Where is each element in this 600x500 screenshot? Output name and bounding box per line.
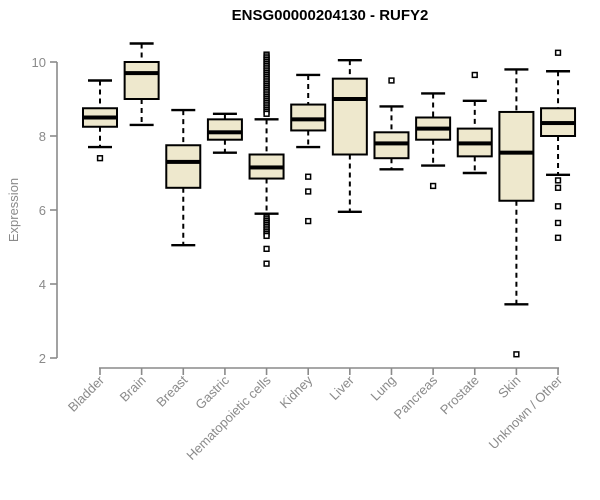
median-line [541, 121, 576, 126]
outlier-point [554, 219, 562, 227]
box-hematopoietic-cells [248, 51, 285, 267]
outlier-point [305, 173, 312, 180]
median-line [124, 71, 159, 76]
x-tick-label-unknown-other: Unknown / Other [486, 372, 566, 452]
median-line [249, 165, 284, 170]
box-liver [331, 58, 368, 214]
y-tick-label: 4 [39, 277, 46, 292]
outlier-point [96, 155, 104, 162]
y-tick-label: 8 [39, 129, 46, 144]
outlier-point [263, 245, 270, 252]
box-unknown-other [540, 49, 577, 241]
x-tick-label-pancreas: Pancreas [391, 372, 441, 422]
x-tick-label-bladder: Bladder [65, 372, 108, 415]
x-tick-label-gastric: Gastric [192, 372, 232, 412]
median-line [291, 117, 326, 122]
box-breast [165, 108, 202, 247]
median-line [83, 115, 117, 120]
iqr-box [165, 144, 202, 189]
median-line [207, 130, 242, 135]
y-tick-label: 2 [39, 351, 46, 366]
box-kidney [290, 73, 327, 225]
iqr-box [123, 61, 160, 100]
outlier-point [554, 203, 562, 210]
x-tick-label-kidney: Kidney [277, 372, 316, 411]
box-gastric [206, 112, 243, 154]
outlier-point [554, 234, 562, 241]
iqr-box [498, 110, 535, 202]
outlier-point [554, 49, 562, 56]
box-skin [498, 68, 535, 358]
x-tick-label-breast: Breast [153, 372, 190, 409]
box-brain [123, 42, 160, 127]
median-line [457, 141, 492, 146]
box-lung [373, 77, 410, 171]
x-tick-label-lung: Lung [368, 373, 399, 404]
box-bladder [82, 79, 118, 162]
outlier-point [305, 217, 312, 225]
outlier-point [305, 188, 312, 195]
outlier-point [554, 184, 562, 191]
outlier-point [429, 182, 437, 190]
median-line [374, 141, 409, 146]
median-line [332, 97, 367, 101]
x-tick-label-skin: Skin [495, 373, 523, 401]
y-tick-label: 10 [32, 55, 46, 70]
median-line [416, 126, 451, 131]
median-line [499, 150, 534, 155]
x-tick-label-prostate: Prostate [437, 373, 482, 418]
iqr-box [206, 118, 243, 141]
iqr-box [331, 77, 368, 156]
outlier-point [554, 177, 562, 184]
outlier-point [471, 71, 478, 79]
outlier-point [263, 110, 270, 117]
y-tick-label: 6 [39, 203, 46, 218]
outlier-point [388, 77, 395, 84]
chart-title: ENSG00000204130 - RUFY2 [231, 7, 429, 24]
box-pancreas [415, 92, 452, 190]
box-prostate [456, 71, 493, 175]
outlier-point [263, 260, 270, 267]
x-tick-label-brain: Brain [117, 373, 149, 405]
outlier-point [513, 351, 520, 358]
outlier-point [263, 232, 270, 240]
median-line [166, 159, 201, 164]
x-tick-label-liver: Liver [326, 372, 357, 403]
